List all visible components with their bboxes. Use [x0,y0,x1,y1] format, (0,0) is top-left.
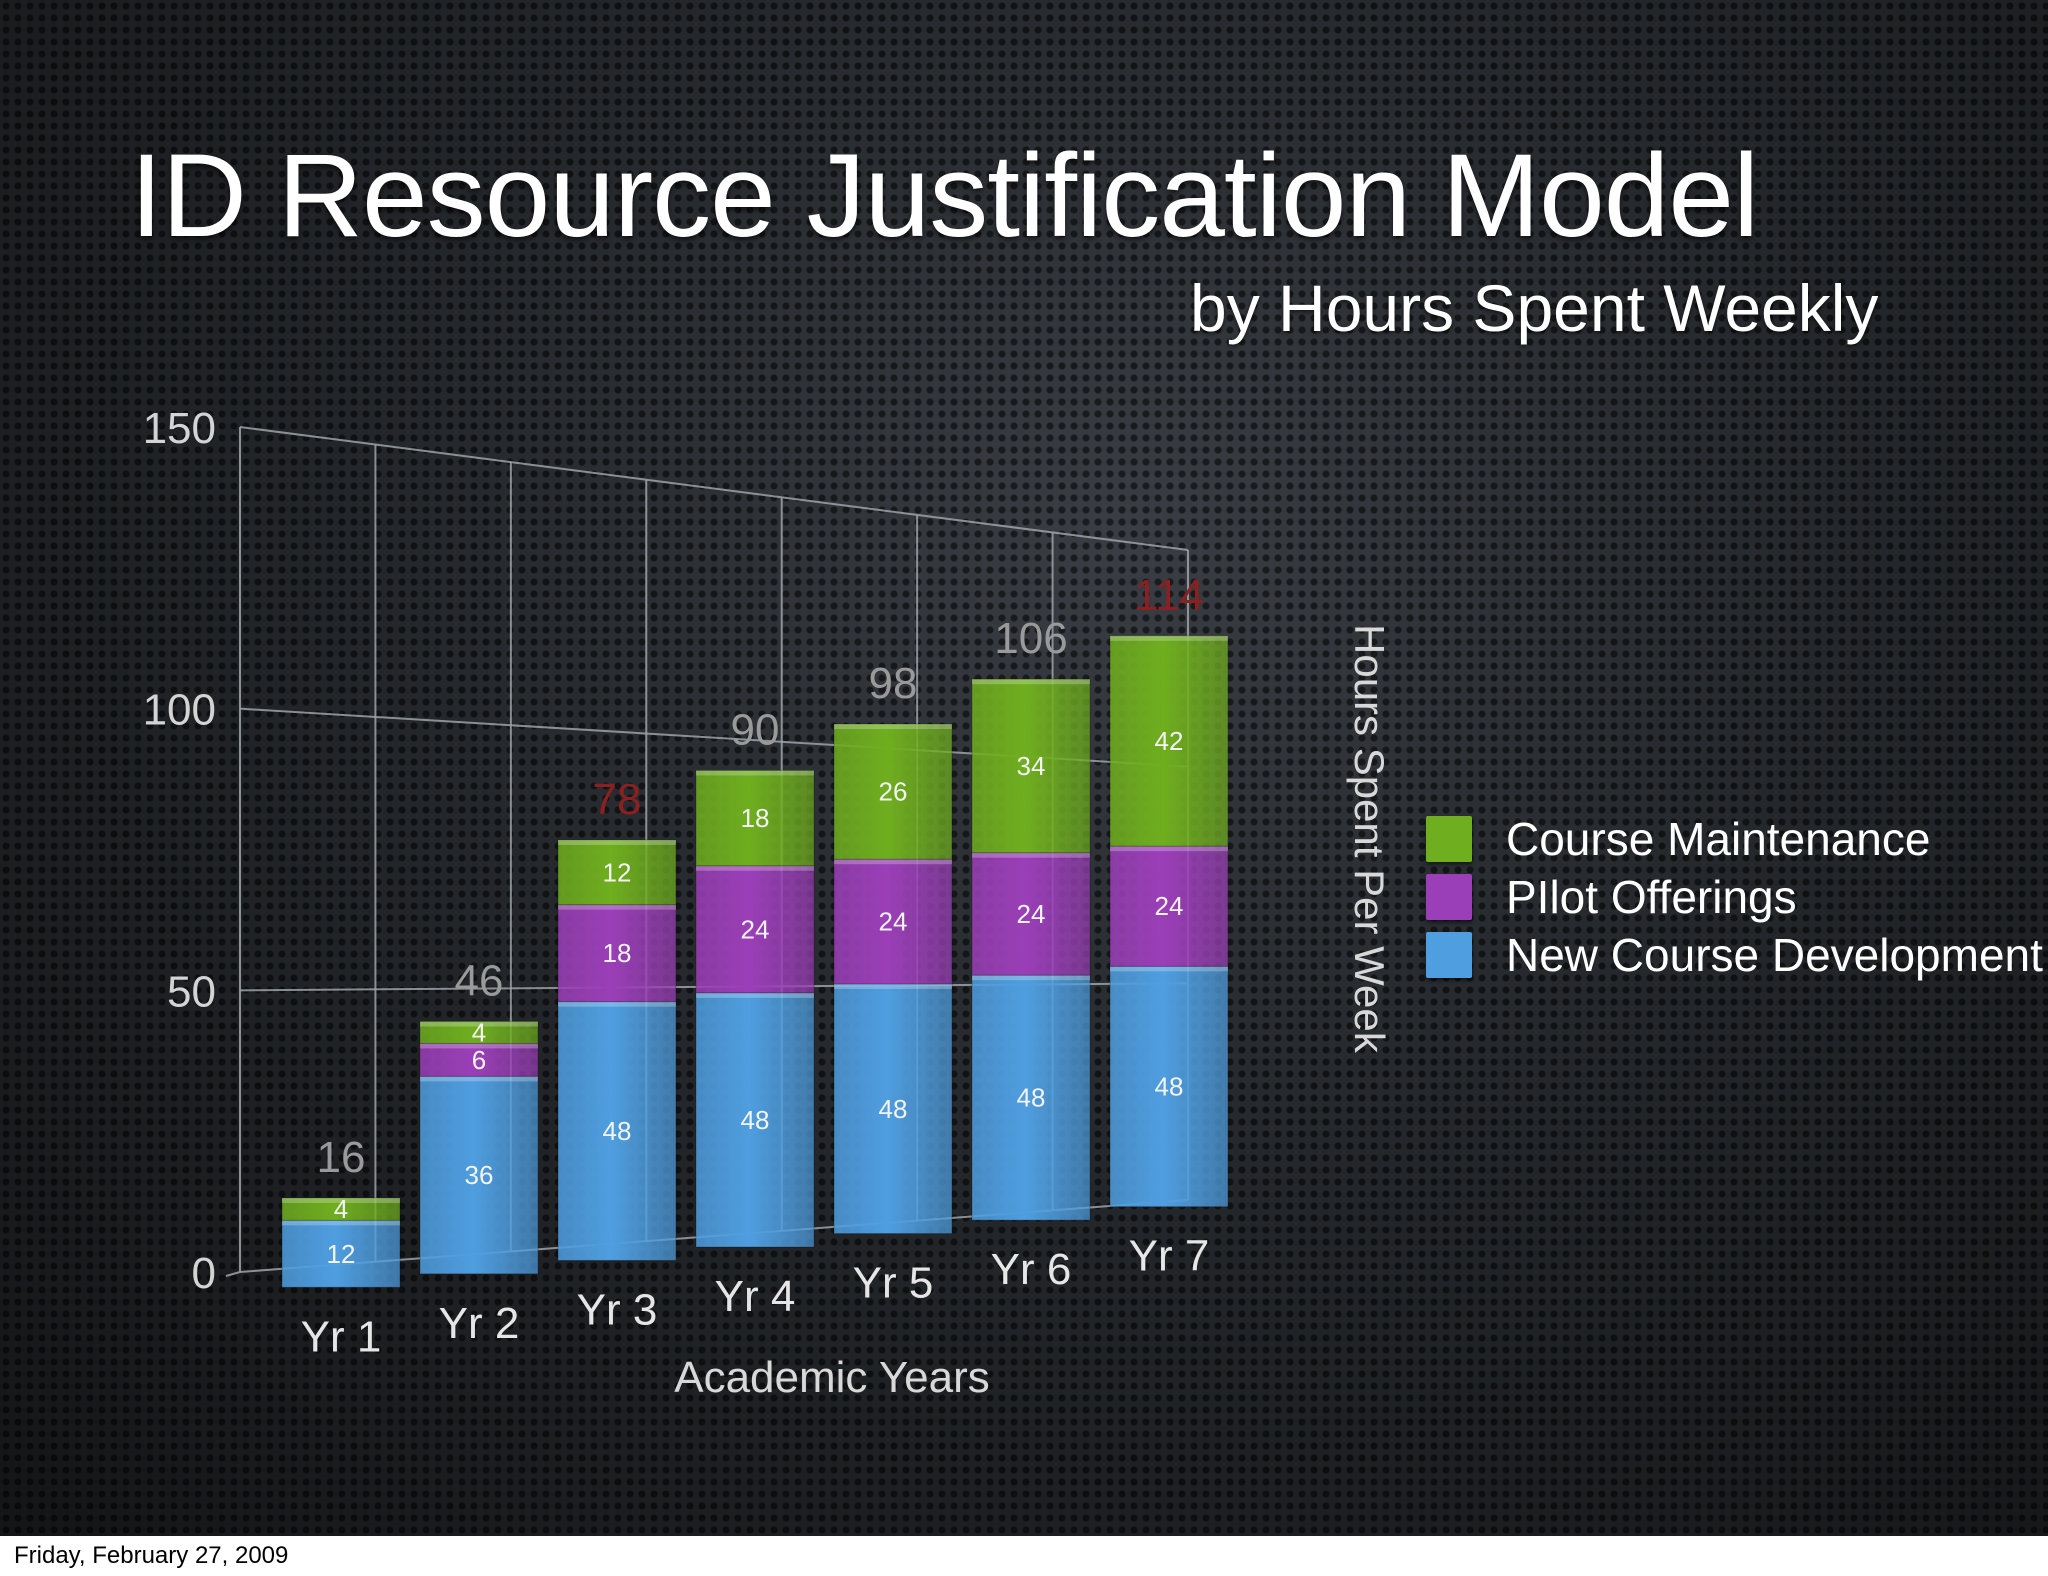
bar-segment [833,983,953,1235]
bar-segment-highlight [420,1043,538,1049]
segment-value-label: 24 [741,914,770,944]
x-tick-label: Yr 1 [301,1312,382,1361]
total-value-label: 90 [731,705,780,754]
x-tick-label: Yr 2 [439,1299,520,1348]
bar-segment [281,1197,401,1221]
segment-value-label: 18 [741,803,770,833]
bar-segment [833,723,953,860]
bar-segment [557,1001,677,1261]
footer-date: Friday, February 27, 2009 [14,1542,289,1569]
y-tick-label: 100 [143,686,216,735]
x-axis-title: Academic Years [674,1353,990,1402]
bar-segment-highlight [282,1197,400,1203]
y-axis-title: Hours Spent Per Week [1346,624,1393,1054]
x-tick-label: Yr 7 [1129,1232,1210,1281]
total-value-label: 114 [1134,571,1204,620]
total-value-label: 78 [593,775,642,824]
segment-value-label: 48 [603,1116,632,1146]
legend-swatch [1426,816,1472,862]
bar-segment [419,1020,539,1044]
total-value-label: 46 [455,956,504,1005]
bar-segment [557,839,677,906]
gridline-horizontal [239,426,1189,551]
bar-segment-highlight [420,1021,538,1027]
legend: Course Maintenance PIlot Offerings New C… [1426,810,2043,984]
y-axis-ticks: 0 50 100 150 [143,404,216,1298]
bar-segment-highlight [696,770,814,776]
segment-value-label: 34 [1017,751,1046,781]
legend-swatch [1426,874,1472,920]
y-tick-label: 50 [167,967,216,1016]
bar-segment-highlight [834,724,952,730]
bar-segment [971,678,1091,854]
bar-segment [833,858,953,985]
bar-segment-highlight [834,984,952,990]
bar-segment-highlight [558,904,676,910]
bar-segment-highlight [420,1076,538,1082]
x-tick-label: Yr 4 [715,1272,796,1321]
total-value-label: 98 [869,659,918,708]
bar-segment [695,769,815,867]
x-tick-label: Yr 6 [991,1245,1072,1294]
segment-value-label: 48 [879,1094,908,1124]
bar-segment [971,974,1091,1221]
x-tick-label: Yr 3 [577,1285,658,1334]
bar-segment [1109,845,1229,967]
segment-value-label: 12 [603,857,632,887]
bar-segment [281,1219,401,1288]
legend-swatch [1426,932,1472,978]
segment-value-label: 4 [472,1017,486,1047]
slide-title: ID Resource Justification Model [130,130,1759,262]
legend-item-new-course-development: New Course Development [1426,926,2043,984]
segment-value-label: 26 [879,777,908,807]
bar-segment [1109,635,1229,847]
legend-label: New Course Development [1506,929,2043,981]
bar-segment-highlight [972,852,1090,858]
bar-segment-highlight [834,859,952,865]
bar-segment [1109,965,1229,1208]
x-tick-label: Yr 5 [853,1259,934,1308]
bar-segment [695,992,815,1248]
segment-value-label: 48 [1017,1083,1046,1113]
bar-segment-highlight [558,839,676,845]
bar-segment-highlight [696,865,814,871]
legend-item-course-maintenance: Course Maintenance [1426,810,2043,868]
slide-subtitle: by Hours Spent Weekly [1190,271,1879,345]
bar-segment [695,865,815,994]
segment-value-label: 18 [603,938,632,968]
segment-value-label: 4 [334,1194,348,1224]
segment-value-label: 24 [879,907,908,937]
bar-segment-highlight [1110,635,1228,641]
bar-segment-highlight [282,1220,400,1226]
segment-value-label: 24 [1155,891,1184,921]
bar-segment-highlight [1110,846,1228,852]
segment-value-label: 24 [1017,899,1046,929]
bar-segment-highlight [558,1001,676,1007]
segment-value-label: 48 [741,1105,770,1135]
total-value-label: 16 [317,1133,366,1182]
total-value-label: 106 [994,614,1067,663]
legend-item-pilot-offerings: PIlot Offerings [1426,868,2043,926]
legend-label: PIlot Offerings [1506,871,1797,923]
segment-value-label: 12 [327,1239,356,1269]
segment-value-label: 36 [465,1160,494,1190]
x-axis-ticks: Yr 1 Yr 2 Yr 3 Yr 4 Yr 5 Yr 6 Yr 7 [301,1232,1210,1362]
bar-segment-highlight [1110,966,1228,972]
bar-segment-highlight [972,975,1090,981]
bar-segment [971,852,1091,976]
segment-value-label: 42 [1155,726,1184,756]
bar-segment-highlight [972,679,1090,685]
segment-value-label: 48 [1155,1072,1184,1102]
bar-segment [419,1075,539,1275]
legend-label: Course Maintenance [1506,813,1931,865]
bar-segment-highlight [696,992,814,998]
segment-value-label: 6 [472,1045,486,1075]
slide: ID Resource Justification Model by Hours… [0,0,2048,1536]
bar-segment [419,1042,539,1077]
y-tick-label: 150 [143,404,216,453]
y-tick-label: 0 [192,1249,216,1298]
floor-edge [225,1271,241,1277]
